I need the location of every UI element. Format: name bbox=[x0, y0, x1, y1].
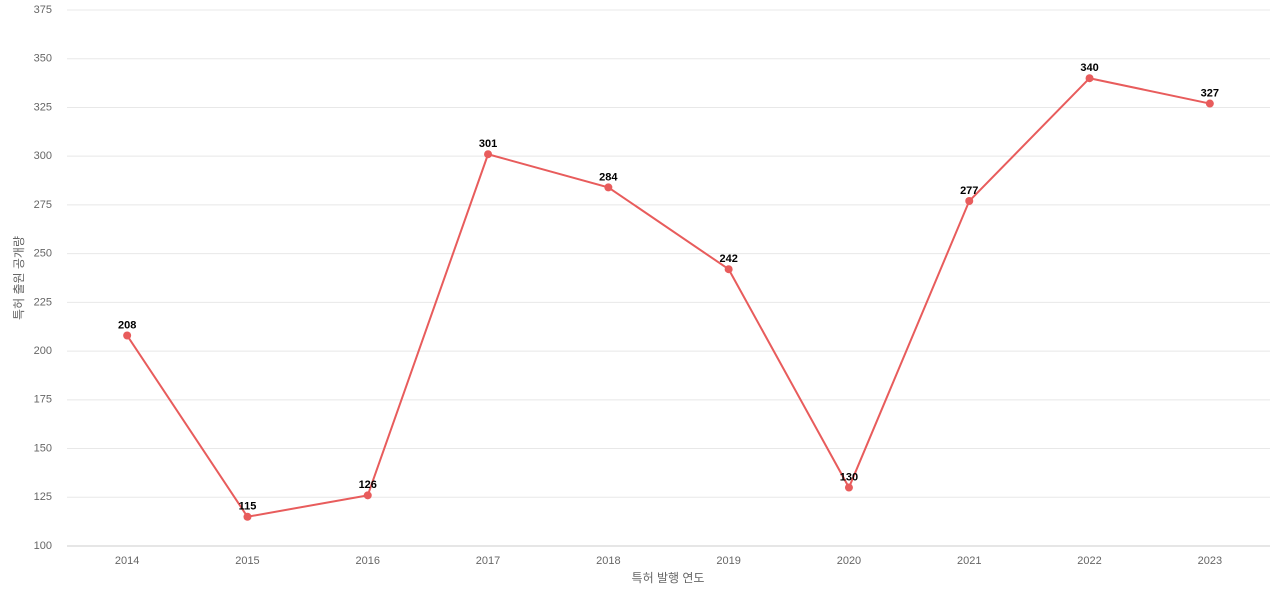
point bbox=[724, 265, 733, 274]
y-tick-label: 225 bbox=[34, 296, 52, 308]
x-tick-label: 2017 bbox=[476, 555, 500, 567]
y-tick-label: 375 bbox=[34, 4, 52, 16]
y-tick-label: 275 bbox=[34, 199, 52, 211]
x-tick-label: 2014 bbox=[115, 555, 139, 567]
y-tick-label: 125 bbox=[34, 491, 52, 503]
x-tick-label: 2021 bbox=[957, 555, 981, 567]
data-label: 340 bbox=[1080, 62, 1098, 74]
y-tick-label: 175 bbox=[34, 394, 52, 406]
x-tick-label: 2019 bbox=[716, 555, 740, 567]
x-tick-label: 2020 bbox=[837, 555, 861, 567]
data-label: 130 bbox=[840, 471, 858, 483]
data-label: 327 bbox=[1201, 87, 1219, 99]
point bbox=[604, 183, 613, 192]
y-tick-label: 200 bbox=[34, 345, 52, 357]
y-tick-label: 100 bbox=[34, 540, 52, 552]
point bbox=[484, 150, 493, 159]
y-axis-label: 특허 출원 공개량 bbox=[12, 236, 26, 320]
data-label: 208 bbox=[118, 319, 136, 331]
point bbox=[243, 512, 252, 521]
data-label: 115 bbox=[239, 501, 257, 513]
data-label: 284 bbox=[599, 171, 618, 183]
point bbox=[965, 197, 974, 206]
x-tick-label: 2022 bbox=[1077, 555, 1101, 567]
data-label: 277 bbox=[960, 185, 978, 197]
y-tick-label: 300 bbox=[34, 150, 52, 162]
point bbox=[1205, 99, 1214, 108]
point bbox=[123, 331, 132, 340]
y-tick-label: 150 bbox=[34, 442, 52, 454]
x-tick-label: 2023 bbox=[1198, 555, 1222, 567]
x-tick-label: 2016 bbox=[356, 555, 380, 567]
point bbox=[844, 483, 853, 492]
data-label: 126 bbox=[359, 479, 377, 491]
y-tick-label: 350 bbox=[34, 53, 52, 65]
x-tick-label: 2015 bbox=[235, 555, 259, 567]
data-label: 301 bbox=[479, 138, 497, 150]
x-axis-label: 특허 발행 연도 bbox=[632, 570, 705, 585]
point bbox=[1085, 74, 1094, 83]
point bbox=[363, 491, 372, 500]
data-label: 242 bbox=[719, 253, 737, 265]
y-tick-label: 250 bbox=[34, 248, 52, 260]
y-tick-label: 325 bbox=[34, 101, 52, 113]
x-tick-label: 2018 bbox=[596, 555, 620, 567]
line bbox=[126, 77, 1211, 518]
